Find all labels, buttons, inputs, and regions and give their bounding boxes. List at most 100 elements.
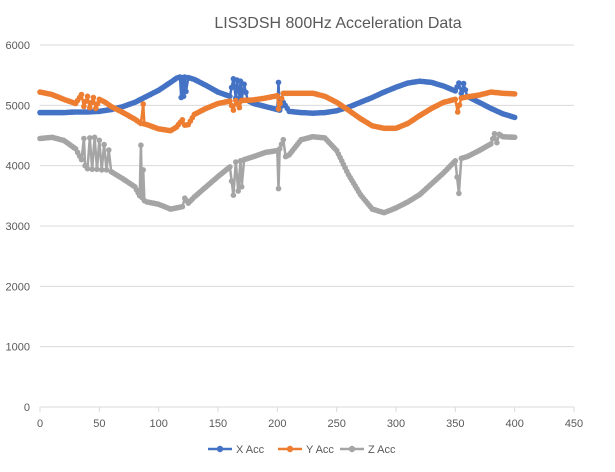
data-point <box>78 156 85 163</box>
data-point <box>511 114 518 121</box>
x-tick-label: 0 <box>37 418 43 430</box>
data-point <box>230 107 237 113</box>
data-point <box>228 84 235 91</box>
data-point <box>180 93 187 100</box>
data-point <box>233 159 239 165</box>
x-tick-label: 450 <box>565 418 583 430</box>
chart-title: LIS3DSH 800Hz Acceleration Data <box>214 15 461 32</box>
y-tick-label: 6000 <box>6 40 30 52</box>
data-point <box>179 203 186 210</box>
legend-item-z-acc: Z Acc <box>340 444 396 456</box>
data-point <box>227 164 233 170</box>
data-point <box>140 101 146 107</box>
data-point <box>91 134 98 141</box>
data-point <box>84 93 91 100</box>
data-point <box>89 166 95 173</box>
data-point <box>238 184 245 190</box>
x-tick-label: 200 <box>268 418 286 430</box>
data-point <box>454 109 461 115</box>
data-point <box>456 80 462 86</box>
data-point <box>183 88 189 95</box>
data-point <box>241 81 247 87</box>
x-tick-label: 50 <box>93 418 105 430</box>
data-point <box>228 102 235 109</box>
legend-swatch-marker <box>348 445 356 453</box>
data-point <box>456 190 462 197</box>
y-tick-label: 3000 <box>6 221 30 233</box>
data-point <box>78 91 85 98</box>
data-point <box>275 79 282 86</box>
data-point <box>87 104 93 111</box>
data-point <box>138 142 144 148</box>
data-point <box>276 146 283 152</box>
data-point <box>280 136 287 143</box>
x-tick-label: 400 <box>505 418 523 430</box>
data-point <box>94 166 100 173</box>
data-point <box>81 103 87 110</box>
data-point <box>96 137 103 144</box>
data-point <box>81 135 87 142</box>
y-tick-label: 1000 <box>6 342 30 354</box>
data-point <box>93 105 99 112</box>
data-point <box>491 130 498 137</box>
data-point <box>227 93 233 100</box>
data-point <box>87 135 93 141</box>
data-point <box>460 80 467 87</box>
data-point <box>179 117 186 123</box>
data-point <box>452 96 459 103</box>
data-point <box>84 165 91 172</box>
data-point <box>236 104 243 111</box>
y-tick-label: 5000 <box>6 100 30 112</box>
data-point <box>230 192 237 198</box>
y-tick-label: 0 <box>24 402 30 414</box>
data-point <box>462 87 469 93</box>
data-point <box>277 100 283 107</box>
legend-swatch-marker <box>216 445 224 453</box>
data-point <box>278 95 285 102</box>
series-y-acc <box>37 89 518 134</box>
x-tick-label: 150 <box>209 418 227 430</box>
series-layer <box>37 74 518 216</box>
legend: X Acc Y Acc Z Acc <box>208 444 396 456</box>
data-point <box>103 167 110 173</box>
x-tick-label: 350 <box>446 418 464 430</box>
legend-item-x-acc: X Acc <box>208 444 265 456</box>
data-point <box>511 134 518 141</box>
data-point <box>243 89 249 96</box>
legend-item-y-acc: Y Acc <box>278 444 334 456</box>
data-point <box>140 167 146 173</box>
y-tick-label: 2000 <box>6 281 30 293</box>
y-tick-label: 4000 <box>6 161 30 173</box>
data-point <box>278 141 285 147</box>
legend-label: X Acc <box>236 444 265 456</box>
data-point <box>494 139 500 146</box>
data-point <box>489 136 496 142</box>
axes <box>39 406 575 412</box>
data-point <box>101 141 107 148</box>
data-point <box>98 167 105 173</box>
data-point <box>488 141 494 147</box>
data-point <box>228 178 235 184</box>
x-tick-labels: 0 50 100 150 200 250 300 350 400 450 <box>37 418 583 430</box>
data-point <box>94 101 101 107</box>
data-point <box>452 158 459 164</box>
data-point <box>275 185 282 192</box>
data-point <box>106 147 112 153</box>
x-tick-label: 100 <box>149 418 167 430</box>
y-tick-labels: 0 1000 2000 3000 4000 5000 6000 <box>6 40 30 414</box>
legend-swatch-marker <box>286 445 294 453</box>
data-point <box>82 98 89 105</box>
x-tick-label: 250 <box>327 418 345 430</box>
data-point <box>88 99 95 106</box>
x-tick-label: 300 <box>387 418 405 430</box>
data-point <box>275 106 282 112</box>
data-point <box>274 92 281 99</box>
legend-label: Y Acc <box>306 444 334 456</box>
data-point <box>227 98 233 104</box>
data-point <box>235 188 241 194</box>
data-point <box>454 174 460 180</box>
legend-label: Z Acc <box>368 444 396 456</box>
data-point <box>511 91 518 97</box>
